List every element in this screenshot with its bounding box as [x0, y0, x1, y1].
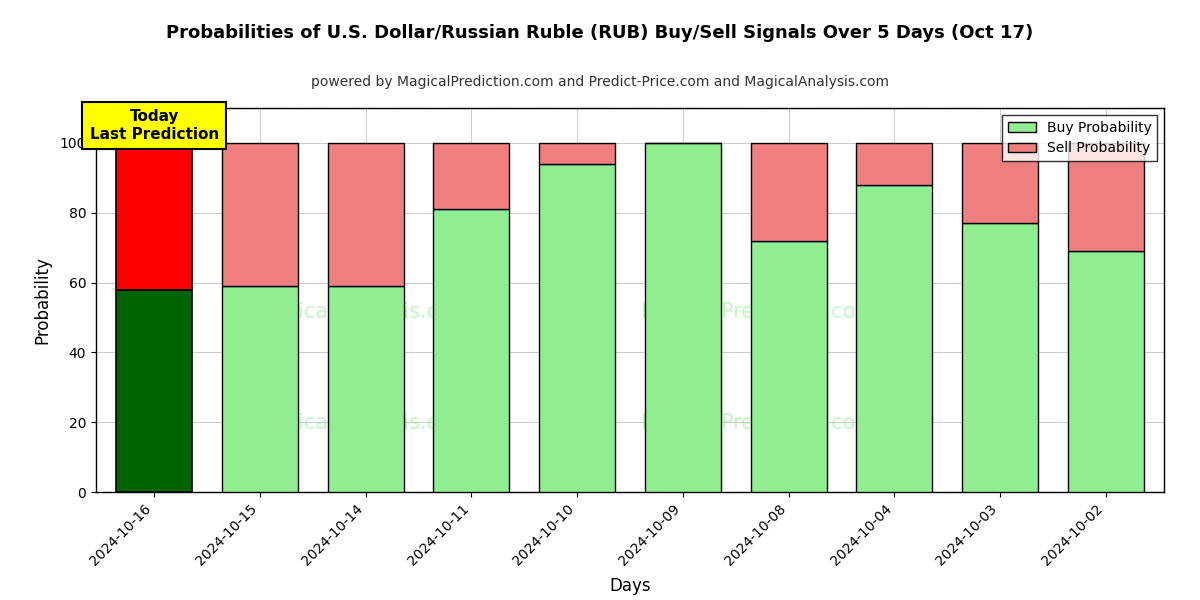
Y-axis label: Probability: Probability: [34, 256, 52, 344]
Bar: [328, 143, 403, 286]
Bar: [328, 286, 403, 492]
Bar: [539, 164, 616, 492]
Bar: [433, 143, 510, 209]
Text: MagicalAnalysis.com: MagicalAnalysis.com: [254, 413, 472, 433]
Bar: [857, 143, 932, 185]
X-axis label: Days: Days: [610, 577, 650, 595]
Text: MagicalPrediction.com: MagicalPrediction.com: [641, 302, 876, 322]
Legend: Buy Probability, Sell Probability: Buy Probability, Sell Probability: [1002, 115, 1157, 161]
Bar: [222, 143, 298, 286]
Bar: [116, 290, 192, 492]
Text: powered by MagicalPrediction.com and Predict-Price.com and MagicalAnalysis.com: powered by MagicalPrediction.com and Pre…: [311, 75, 889, 89]
Bar: [1068, 143, 1144, 251]
Bar: [222, 286, 298, 492]
Text: Probabilities of U.S. Dollar/Russian Ruble (RUB) Buy/Sell Signals Over 5 Days (O: Probabilities of U.S. Dollar/Russian Rub…: [167, 24, 1033, 42]
Bar: [962, 143, 1038, 223]
Bar: [433, 209, 510, 492]
Text: Today
Last Prediction: Today Last Prediction: [90, 109, 218, 142]
Bar: [116, 143, 192, 290]
Bar: [857, 185, 932, 492]
Bar: [1068, 251, 1144, 492]
Text: MagicalAnalysis.com: MagicalAnalysis.com: [254, 302, 472, 322]
Text: MagicalPrediction.com: MagicalPrediction.com: [641, 413, 876, 433]
Bar: [750, 241, 827, 492]
Bar: [962, 223, 1038, 492]
Bar: [644, 143, 721, 492]
Bar: [539, 143, 616, 164]
Bar: [750, 143, 827, 241]
